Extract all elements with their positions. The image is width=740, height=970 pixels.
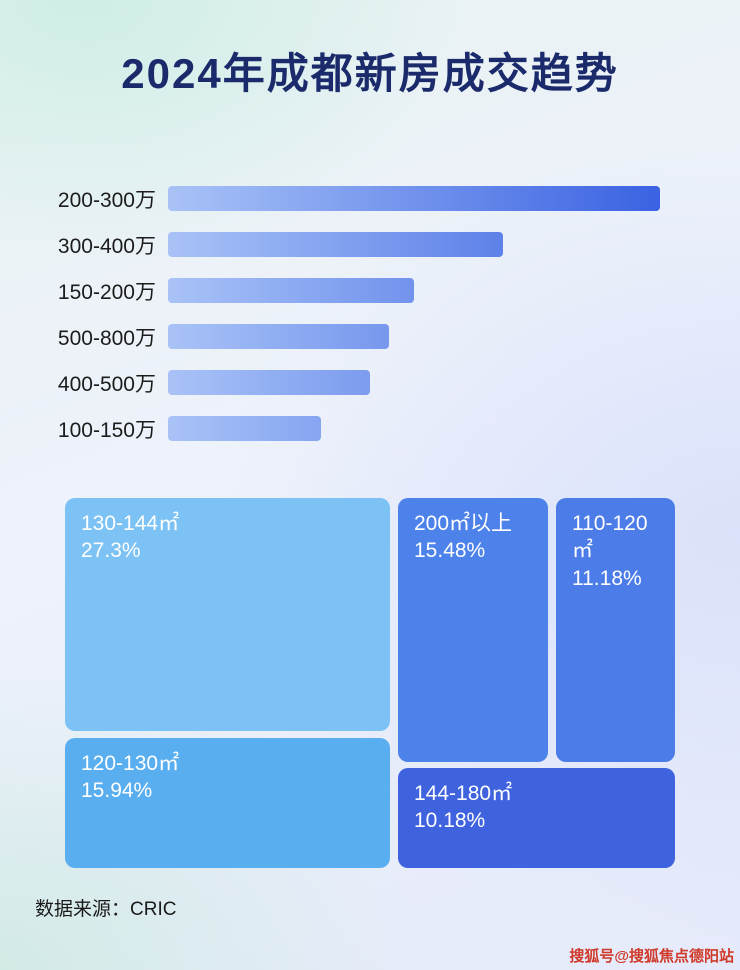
bar-row: 500-800万 (50, 324, 690, 350)
bar-category-label: 500-800万 (57, 326, 156, 350)
bar-track (168, 278, 660, 303)
bar-fill (168, 186, 660, 211)
treemap-cell-value: 11.18% (572, 566, 642, 590)
bar-category-label: 300-400万 (57, 234, 156, 258)
treemap-cell: 144-180㎡ 10.18% (398, 768, 675, 868)
price-range-bar-chart: 200-300万 300-400万 150-200万 500-800万 400-… (50, 186, 690, 462)
watermark: 搜狐号@搜狐焦点德阳站 (569, 948, 734, 965)
bar-fill (168, 278, 414, 303)
bar-fill (168, 324, 390, 349)
bar-fill (168, 416, 321, 441)
treemap-cell-value: 15.48% (414, 539, 486, 563)
bar-category-label: 100-150万 (57, 418, 156, 442)
treemap-cell: 200㎡以上 15.48% (398, 498, 548, 762)
bar-category-label: 400-500万 (57, 372, 156, 396)
treemap-cell: 110-120㎡ 11.18% (556, 498, 675, 762)
bar-fill (168, 370, 370, 395)
bar-category-label: 150-200万 (57, 280, 156, 304)
treemap-cell-label: 110-120㎡ (572, 512, 648, 563)
treemap-cell-label: 200㎡以上 (414, 512, 513, 535)
treemap-cell-value: 27.3% (81, 539, 141, 563)
bar-row: 400-500万 (50, 370, 690, 396)
bar-category-label: 200-300万 (57, 188, 156, 212)
bar-fill (168, 232, 503, 257)
treemap-cell: 120-130㎡ 15.94% (65, 738, 390, 868)
treemap-cell: 130-144㎡ 27.3% (65, 498, 390, 731)
treemap-cell-label: 144-180㎡ (414, 782, 513, 805)
data-source-label: 数据来源：CRIC (35, 899, 177, 920)
treemap-cell-value: 10.18% (414, 809, 486, 833)
bar-track (168, 232, 660, 257)
bar-row: 150-200万 (50, 278, 690, 304)
bar-row: 200-300万 (50, 186, 690, 212)
bar-track (168, 324, 660, 349)
treemap-cell-label: 130-144㎡ (81, 512, 180, 535)
area-share-treemap: 130-144㎡ 27.3% 120-130㎡ 15.94% 200㎡以上 15… (65, 498, 675, 868)
bar-track (168, 370, 660, 395)
bar-row: 300-400万 (50, 232, 690, 258)
bar-track (168, 186, 660, 211)
page-title: 2024年成都新房成交趋势 (121, 50, 619, 97)
bar-track (168, 416, 660, 441)
treemap-cell-value: 15.94% (81, 779, 153, 803)
treemap-cell-label: 120-130㎡ (81, 752, 180, 775)
bar-row: 100-150万 (50, 416, 690, 442)
